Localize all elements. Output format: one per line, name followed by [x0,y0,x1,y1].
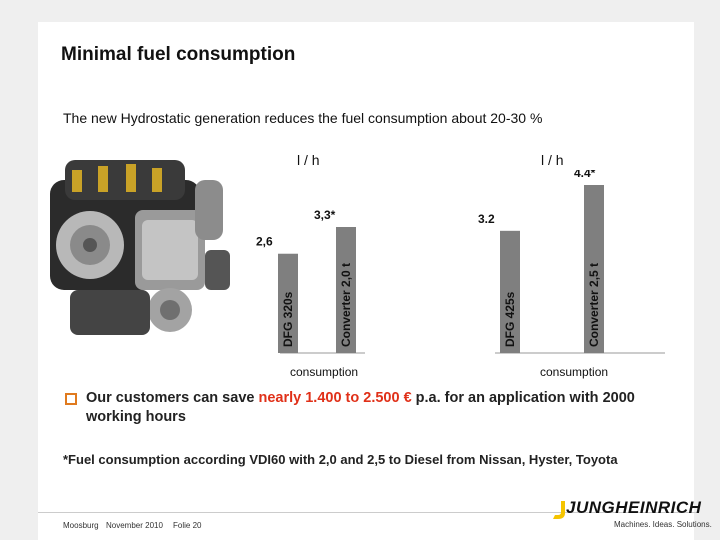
chart-1-x-axis-label: consumption [290,365,358,379]
chart-1-value-label-1: 2,6 [256,235,273,249]
chart-2-unit-label: l / h [541,152,564,168]
bullet-checkbox-icon [65,393,77,405]
brand-tagline: Machines. Ideas. Solutions. [614,520,712,529]
footer-location: Moosburg [63,521,99,530]
right-background-strip [694,0,720,540]
chart-2-category-label-2: Converter 2,5 t [587,263,601,347]
fuel-consumption-chart: DFG 320s 2,6 Converter 2,0 t 3,3* consumptio… [256,170,665,379]
bullet-text: Our customers can save nearly 1.400 to 2… [86,389,676,427]
chart-2-bar-1 [500,230,520,353]
slide-title: Minimal fuel consumption [61,44,296,65]
chart-1-bar-2 [336,227,356,353]
chart-1-category-label-1: DFG 320s [281,291,295,347]
chart-2-value-label-2: 4.4* [574,170,596,180]
footnote: *Fuel consumption according VDI60 with 2… [63,452,618,467]
bullet-suffix: p.a. for an application with 2000 workin… [86,390,635,425]
chart-1-value-label-2: 3,3* [314,208,336,222]
engine-image [50,160,230,335]
chart-2-x-axis-label: consumption [540,365,608,379]
slide-subtitle: The new Hydrostatic generation reduces t… [63,110,543,126]
top-background-strip [38,0,720,22]
jungheinrich-logo-icon [553,501,565,519]
chart-1-bar-1 [278,253,298,353]
bullet-highlight: nearly 1.400 to 2.500 € [258,390,412,406]
chart-2-bar-2 [584,185,604,353]
footer-divider [38,512,698,513]
footer-date: November 2010 [106,521,163,530]
chart-1-category-label-2: Converter 2,0 t [339,263,353,347]
brand-logo-text: JUNGHEINRICH [566,498,702,517]
footer-slide-number: Folie 20 [173,521,202,530]
bullet-prefix: Our customers can save [86,390,259,406]
chart-2-value-label-1: 3.2 [478,212,495,226]
left-background-strip [0,0,38,540]
chart-1-unit-label: l / h [297,152,320,168]
chart-2-category-label-1: DFG 425s [503,291,517,347]
